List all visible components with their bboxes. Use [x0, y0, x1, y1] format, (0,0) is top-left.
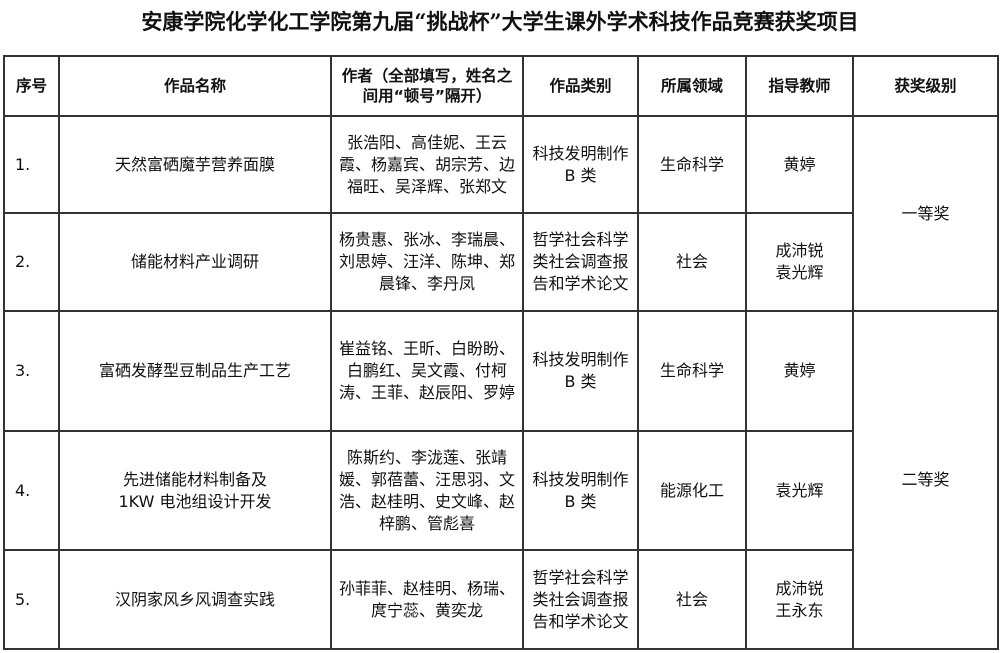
table-row: 1. 天然富硒魔芋营养面膜 张浩阳、高佳妮、王云霞、杨嘉宾、胡宗芳、边福旺、吴泽…: [3, 115, 999, 312]
cell-name: 富硒发酵型豆制品生产工艺: [58, 310, 332, 432]
page-title: 安康学院化学化工学院第九届“挑战杯”大学生课外学术科技作品竞赛获奖项目: [141, 9, 859, 34]
cell-teacher: 成沛锐 袁光辉: [745, 212, 854, 312]
cell-name: 天然富硒魔芋营养面膜: [58, 115, 332, 214]
header-award: 获奖级别: [852, 55, 999, 117]
cell-teacher: 袁光辉: [745, 430, 854, 551]
table-row: 3. 富硒发酵型豆制品生产工艺 崔益铭、王昕、白盼盼、白鹏红、吴文霞、付柯涛、王…: [3, 310, 999, 650]
header-category: 作品类别: [522, 55, 639, 117]
cell-field: 社会: [637, 549, 747, 650]
header-no: 序号: [3, 55, 60, 117]
cell-authors: 杨贵惠、张冰、李瑞晨、刘思婷、汪洋、陈坤、郑晨锋、李丹凤: [330, 212, 524, 312]
cell-field: 生命科学: [637, 310, 747, 432]
cell-authors: 崔益铭、王昕、白盼盼、白鹏红、吴文霞、付柯涛、王菲、赵辰阳、罗婷: [330, 310, 524, 432]
cell-name: 储能材料产业调研: [58, 212, 332, 312]
cell-category: 科技发明制作 B 类: [522, 115, 639, 214]
cell-field: 生命科学: [637, 115, 747, 214]
cell-name: 汉阴家风乡风调查实践: [58, 549, 332, 650]
cell-field: 社会: [637, 212, 747, 312]
cell-category: 哲学社会科学类社会调查报告和学术论文: [522, 212, 639, 312]
cell-authors: 陈斯约、李泷莲、张靖媛、郭蓓蕾、汪思羽、文浩、赵桂明、史文峰、赵梓鹏、管彪喜: [330, 430, 524, 551]
awards-table: 序号 作品名称 作者（全部填写，姓名之间用“顿号”隔开） 作品类别 所属领域 指…: [3, 55, 999, 650]
cell-authors: 张浩阳、高佳妮、王云霞、杨嘉宾、胡宗芳、边福旺、吴泽辉、张郑文: [330, 115, 524, 214]
cell-category: 哲学社会科学类社会调查报告和学术论文: [522, 549, 639, 650]
cell-teacher: 黄婷: [745, 310, 854, 432]
cell-no: 2.: [3, 212, 60, 312]
cell-award: 一等奖: [852, 115, 999, 312]
cell-field: 能源化工: [637, 430, 747, 551]
cell-no: 5.: [3, 549, 60, 650]
header-field: 所属领域: [637, 55, 747, 117]
cell-award: 二等奖: [852, 310, 999, 650]
cell-no: 3.: [3, 310, 60, 432]
table-row: 5. 汉阴家风乡风调查实践 孙菲菲、赵桂明、杨瑞、庹宁蕊、黄奕龙 哲学社会科学类…: [3, 549, 998, 650]
cell-authors: 孙菲菲、赵桂明、杨瑞、庹宁蕊、黄奕龙: [330, 549, 524, 650]
cell-no: 4.: [3, 430, 60, 551]
header-teacher: 指导教师: [745, 55, 854, 117]
cell-name: 先进储能材料制备及 1KW 电池组设计开发: [58, 430, 332, 551]
table-row: 2. 储能材料产业调研 杨贵惠、张冰、李瑞晨、刘思婷、汪洋、陈坤、郑晨锋、李丹凤…: [3, 212, 998, 312]
header-row: 序号 作品名称 作者（全部填写，姓名之间用“顿号”隔开） 作品类别 所属领域 指…: [3, 55, 999, 117]
header-authors: 作者（全部填写，姓名之间用“顿号”隔开）: [330, 55, 524, 117]
cell-category: 科技发明制作 B 类: [522, 430, 639, 551]
cell-teacher: 黄婷: [745, 115, 854, 214]
table-row: 4. 先进储能材料制备及 1KW 电池组设计开发 陈斯约、李泷莲、张靖媛、郭蓓蕾…: [3, 430, 998, 551]
cell-no: 1.: [3, 115, 60, 214]
header-name: 作品名称: [58, 55, 332, 117]
cell-teacher: 成沛锐 王永东: [745, 549, 854, 650]
cell-category: 科技发明制作 B 类: [522, 310, 639, 432]
